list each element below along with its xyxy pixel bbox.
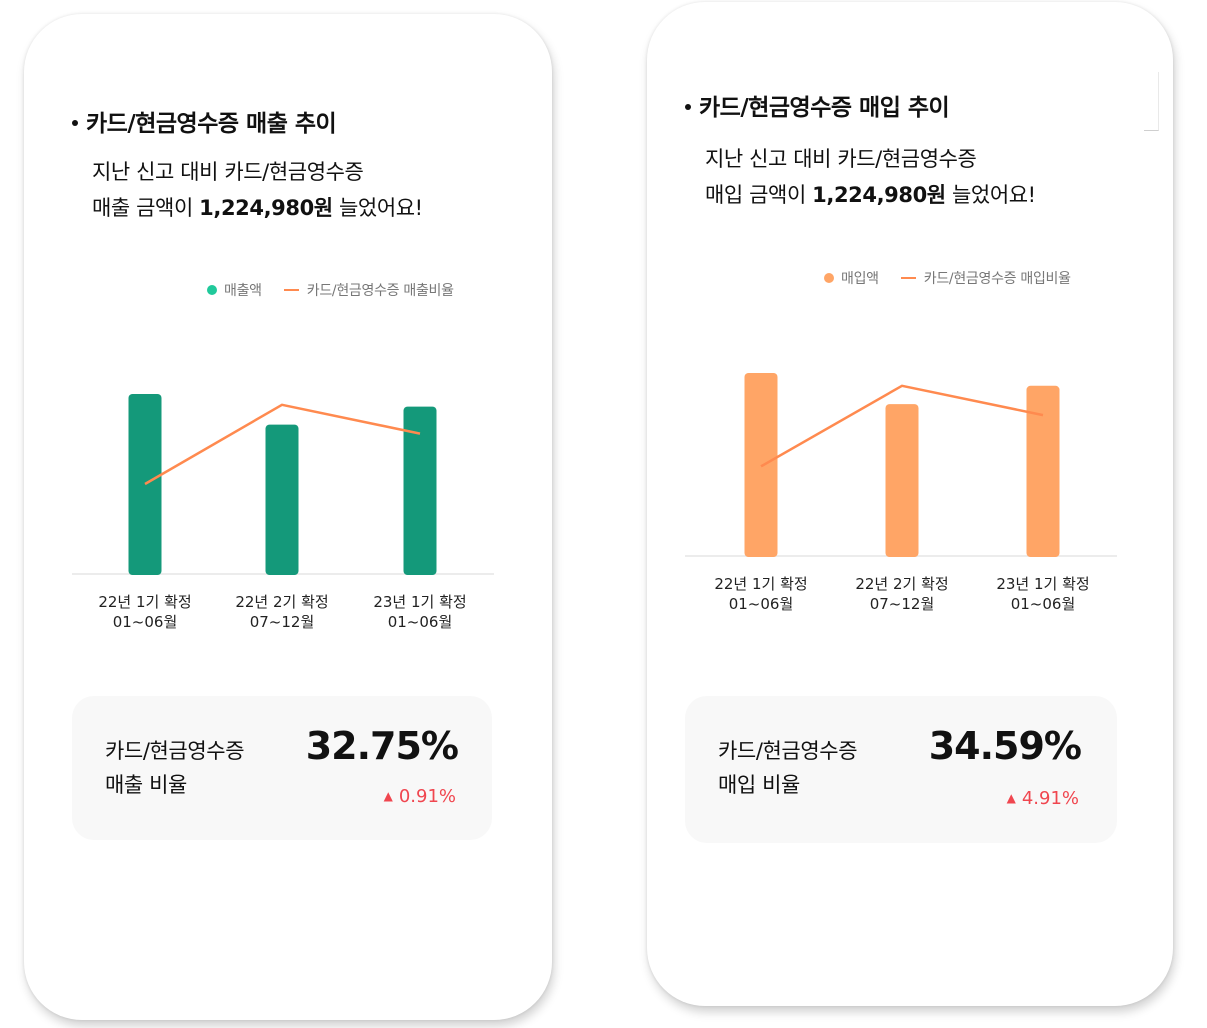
x-tick-label: 23년 1기 확정: [373, 593, 466, 611]
bullet-icon: [685, 103, 691, 110]
summary-text: 지난 신고 대비 카드/현금영수증 매출 금액이 1,224,980원 늘었어요…: [92, 154, 423, 226]
summary-text: 지난 신고 대비 카드/현금영수증 매입 금액이 1,224,980원 늘었어요…: [705, 141, 1036, 213]
summary-line-1: 지난 신고 대비 카드/현금영수증: [705, 147, 977, 171]
ratio-label: 카드/현금영수증 매출 비율: [105, 734, 245, 802]
ratio-label-line-2: 매출 비율: [105, 773, 187, 797]
sales-chart: 22년 1기 확정 01~06월 22년 2기 확정 07~12월 23년 1기 확정 0…: [72, 394, 494, 631]
legend-line-label: 카드/현금영수증 매입비율: [923, 271, 1071, 287]
x-tick-sublabel: 01~06월: [729, 595, 794, 613]
chart-legend: 매출액 카드/현금영수증 매출비율: [207, 280, 454, 300]
legend-bar-label: 매입액: [841, 271, 879, 287]
summary-line-2-suffix: 늘었어요!: [332, 196, 423, 220]
section-title-text: 카드/현금영수증 매출 추이: [86, 111, 337, 137]
summary-line-1: 지난 신고 대비 카드/현금영수증: [92, 160, 364, 184]
ratio-label-line-1: 카드/현금영수증: [718, 739, 858, 763]
section-title-text: 카드/현금영수증 매입 추이: [699, 95, 950, 121]
bar-3: [1026, 385, 1060, 557]
section-title: 카드/현금영수증 매입 추이: [685, 88, 950, 122]
triangle-up-icon: ▲: [383, 789, 393, 803]
bar-2: [885, 404, 919, 557]
summary-line-2-prefix: 매출 금액이: [92, 196, 200, 220]
purchase-chart: 22년 1기 확정 01~06월 22년 2기 확정 07~12월 23년 1기 확정 0…: [685, 373, 1117, 613]
x-tick-label: 22년 2기 확정: [235, 593, 328, 611]
ratio-label-line-1: 카드/현금영수증: [105, 739, 245, 763]
purchase-trend-card: 카드/현금영수증 매입 추이 지난 신고 대비 카드/현금영수증 매입 금액이 …: [647, 2, 1173, 1006]
x-tick-label: 22년 2기 확정: [855, 575, 948, 593]
section-title: 카드/현금영수증 매출 추이: [72, 104, 337, 138]
chart-legend: 매입액 카드/현금영수증 매입비율: [824, 268, 1071, 288]
ratio-label-line-2: 매입 비율: [718, 773, 800, 797]
ratio-label: 카드/현금영수증 매입 비율: [718, 734, 858, 802]
ratio-summary-card: 카드/현금영수증 매출 비율 32.75% ▲ 0.91%: [72, 696, 492, 840]
legend-bar-label: 매출액: [224, 283, 262, 299]
legend-dot-icon: [824, 273, 834, 283]
ratio-change-value: 4.91%: [1021, 788, 1079, 809]
ratio-value: 32.75%: [305, 724, 459, 768]
x-tick-sublabel: 07~12월: [250, 613, 315, 631]
legend-line-icon: [900, 277, 916, 279]
bar-3: [403, 406, 437, 575]
summary-line-2-prefix: 매입 금액이: [705, 183, 813, 207]
x-tick-sublabel: 07~12월: [870, 595, 935, 613]
ratio-line: [760, 384, 1044, 468]
x-tick-sublabel: 01~06월: [388, 613, 453, 631]
ratio-change: ▲ 4.91%: [1007, 788, 1079, 809]
ratio-line: [144, 403, 421, 486]
x-tick-sublabel: 01~06월: [113, 613, 178, 631]
sales-trend-card: 카드/현금영수증 매출 추이 지난 신고 대비 카드/현금영수증 매출 금액이 …: [24, 14, 552, 1020]
ratio-summary-card: 카드/현금영수증 매입 비율 34.59% ▲ 4.91%: [685, 696, 1117, 843]
summary-amount: 1,224,980원: [199, 196, 333, 220]
ratio-change-value: 0.91%: [398, 786, 456, 807]
ratio-value: 34.59%: [928, 724, 1082, 768]
summary-line-2-suffix: 늘었어요!: [945, 183, 1036, 207]
x-tick-sublabel: 01~06월: [1011, 595, 1076, 613]
x-tick-label: 22년 1기 확정: [714, 575, 807, 593]
legend-line-label: 카드/현금영수증 매출비율: [306, 283, 454, 299]
bar-2: [265, 424, 299, 575]
bullet-icon: [72, 119, 78, 126]
triangle-up-icon: ▲: [1006, 791, 1016, 805]
legend-line-icon: [283, 289, 299, 291]
bar-1: [128, 394, 162, 575]
x-tick-label: 22년 1기 확정: [98, 593, 191, 611]
ratio-change: ▲ 0.91%: [384, 786, 456, 807]
scrollbar[interactable]: [1144, 72, 1159, 131]
summary-amount: 1,224,980원: [812, 183, 946, 207]
x-tick-label: 23년 1기 확정: [996, 575, 1089, 593]
legend-dot-icon: [207, 285, 217, 295]
